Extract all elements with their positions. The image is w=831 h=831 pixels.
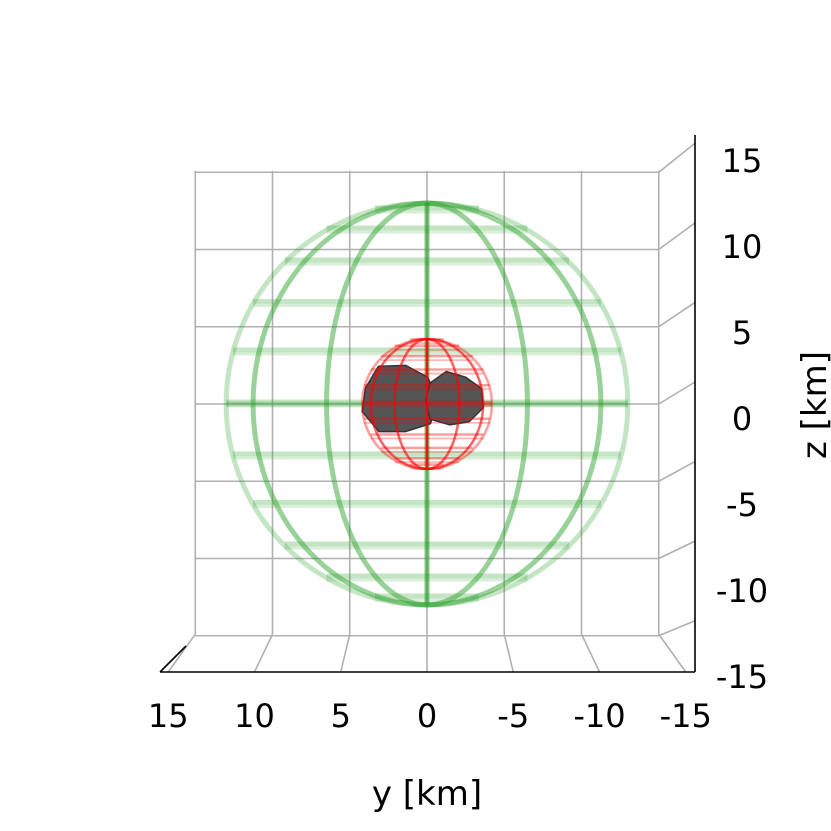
outer-sphere-meridian bbox=[250, 200, 604, 608]
z-tick-label: -5 bbox=[726, 486, 758, 524]
outer-sphere-wireframe bbox=[223, 200, 631, 608]
gridline-wall bbox=[658, 540, 696, 560]
inner-sphere-wireframe bbox=[360, 337, 494, 471]
x-tick-label: 0 bbox=[417, 697, 437, 735]
gridline-wall bbox=[658, 222, 696, 251]
z-tick-label: 0 bbox=[732, 400, 752, 438]
z-tick-label: 5 bbox=[732, 314, 752, 352]
gridline-wall bbox=[658, 301, 696, 328]
gridline-floor bbox=[658, 633, 687, 673]
gridline-wall bbox=[658, 460, 696, 482]
gridline-floor bbox=[580, 633, 601, 673]
z-tick-label: -10 bbox=[716, 572, 768, 610]
gridline-wall bbox=[658, 381, 696, 405]
x-tick-label: 10 bbox=[234, 697, 275, 735]
body-shape bbox=[361, 364, 484, 433]
x-tick-label: -5 bbox=[497, 697, 529, 735]
x-tick-label: -10 bbox=[573, 697, 625, 735]
x-tick-label: 15 bbox=[148, 697, 189, 735]
body-lobe bbox=[424, 370, 484, 426]
z-tick-labels: 15 10 5 0 -5 -10 -15 bbox=[716, 142, 768, 696]
inner-sphere-meridian bbox=[369, 337, 485, 471]
depth-axis-line bbox=[159, 645, 187, 673]
z-axis-label: z [km] bbox=[795, 351, 831, 459]
z-tick-label: -15 bbox=[716, 658, 768, 696]
x-tick-label: -15 bbox=[660, 697, 712, 735]
gridline-wall bbox=[658, 142, 696, 173]
body-lobe bbox=[361, 364, 439, 433]
gridline-wall bbox=[658, 619, 696, 637]
inner-sphere-meridian bbox=[393, 337, 461, 471]
axes-frame bbox=[159, 135, 696, 673]
z-tick-label: 10 bbox=[722, 228, 763, 266]
z-tick-label: 15 bbox=[722, 142, 763, 180]
gridline-floor bbox=[503, 634, 515, 673]
x-tick-labels: 15 10 5 0 -5 -10 -15 bbox=[148, 697, 712, 735]
gridline-floor bbox=[339, 634, 351, 673]
outer-sphere-meridian bbox=[324, 200, 530, 608]
gridline-floor bbox=[167, 633, 196, 673]
gridline-floor bbox=[253, 633, 274, 673]
x-tick-label: 5 bbox=[331, 697, 351, 735]
x-axis-label: y [km] bbox=[372, 774, 482, 814]
